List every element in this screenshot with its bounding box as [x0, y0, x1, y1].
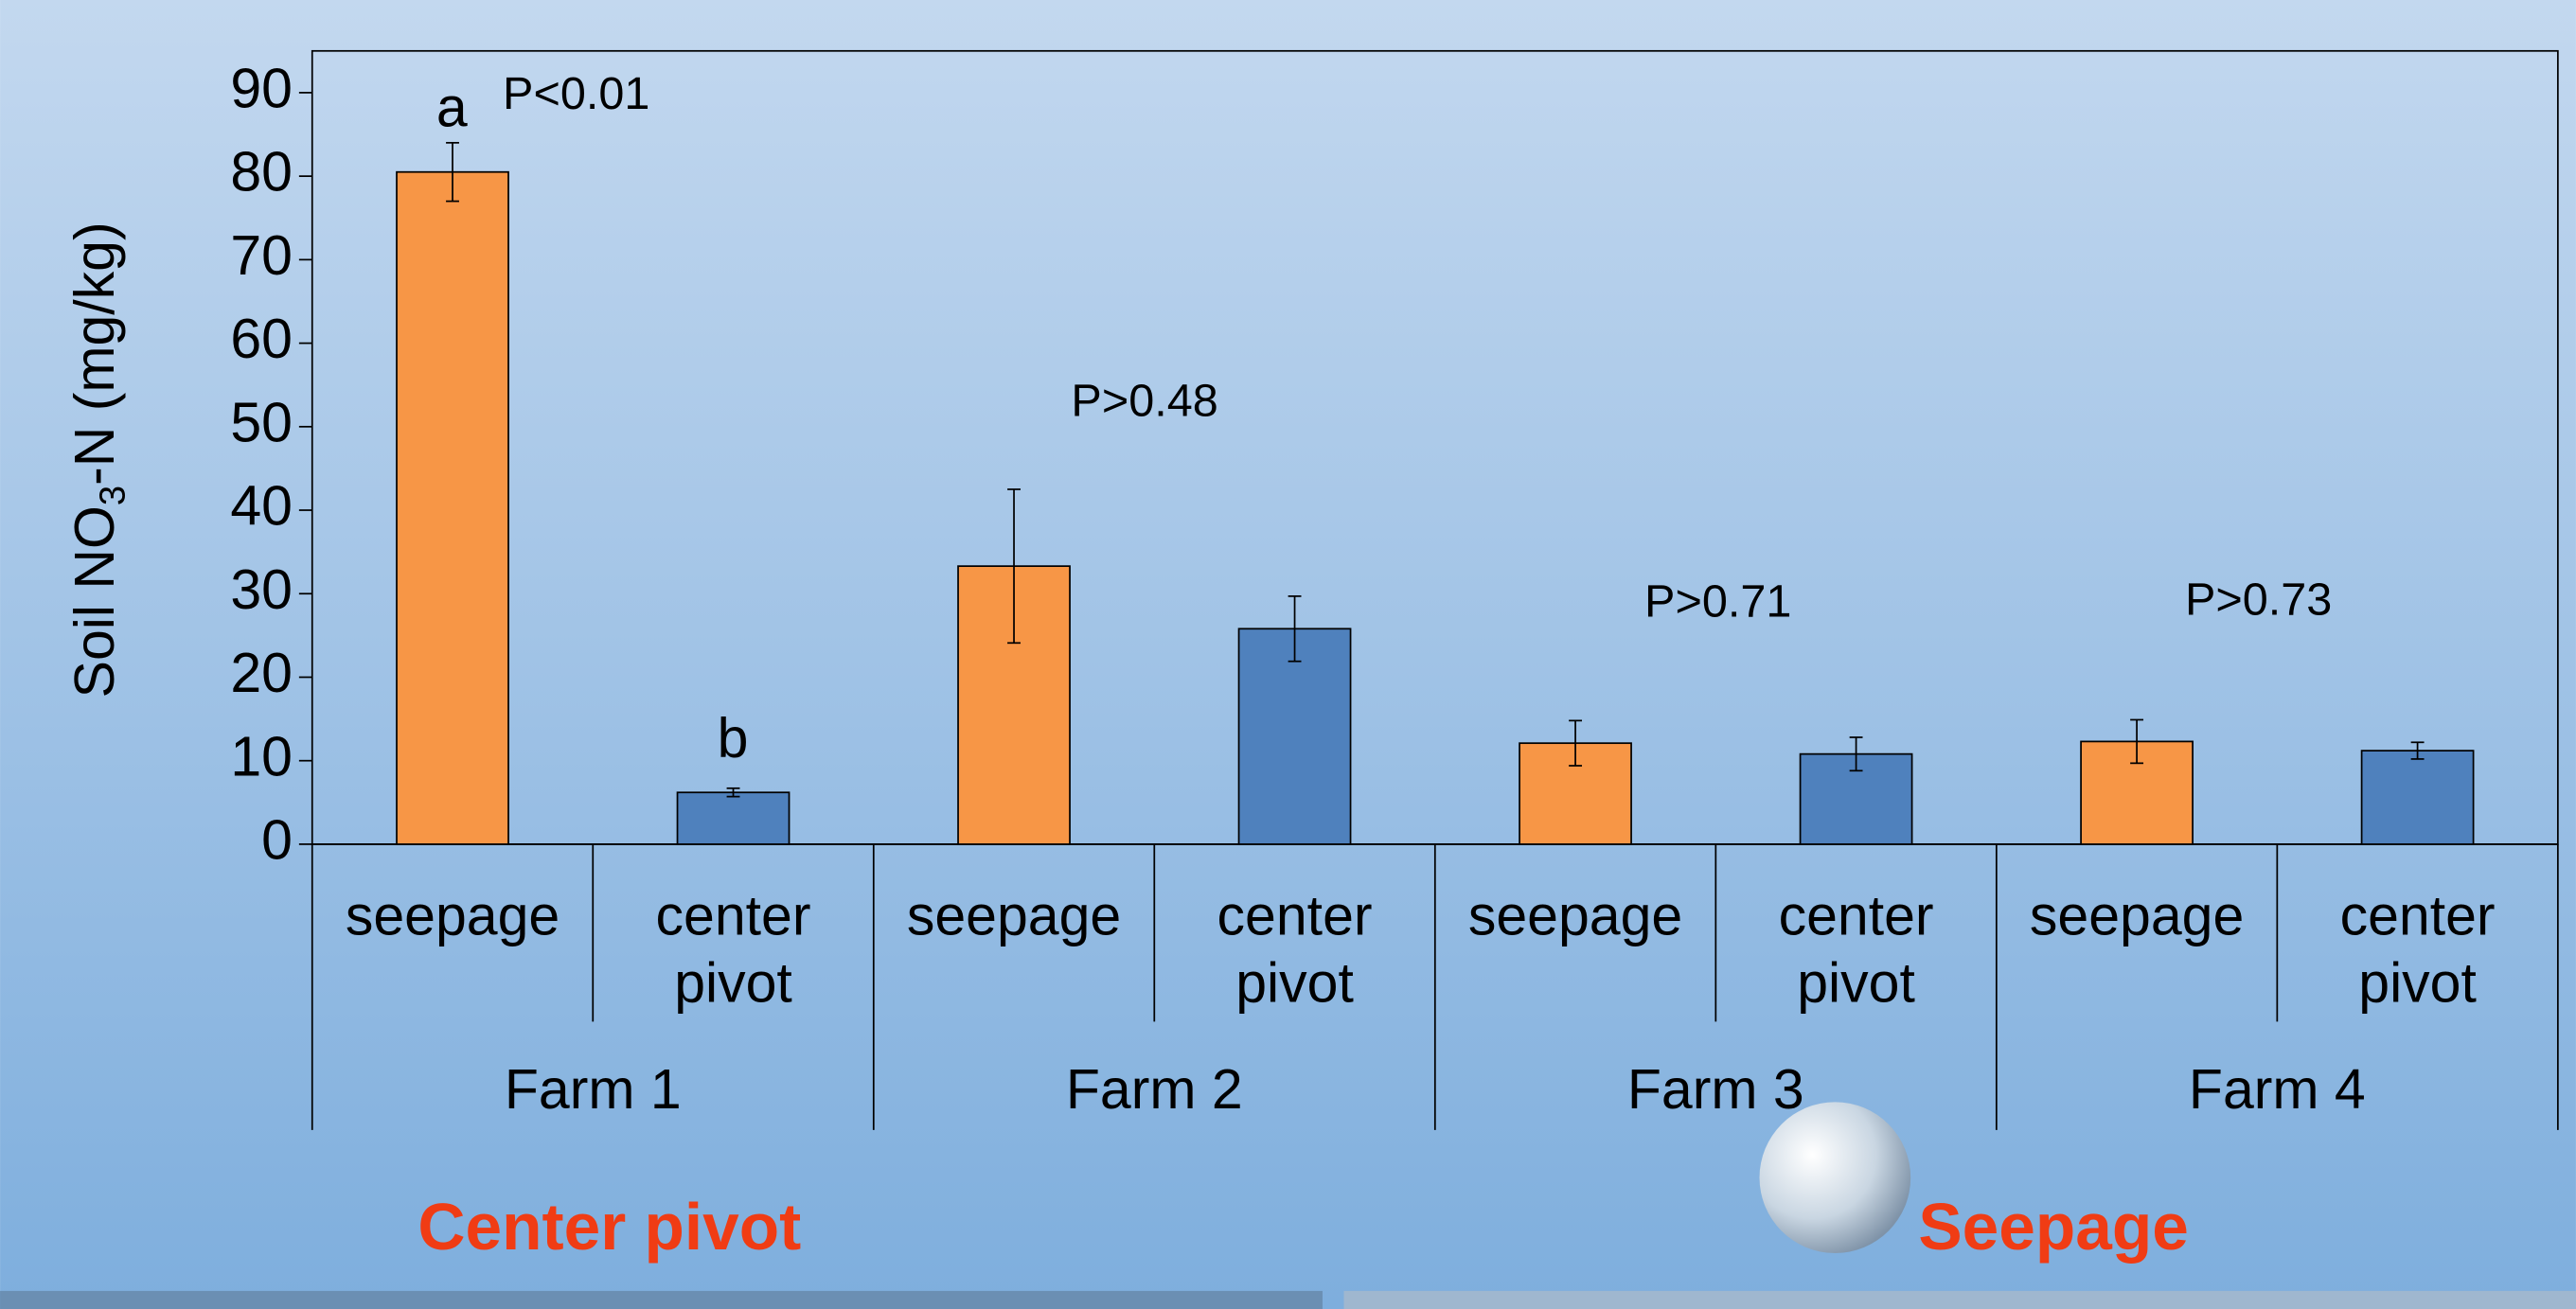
x-tick-label: seepage — [2029, 885, 2245, 948]
y-tick-label: 30 — [230, 558, 293, 621]
annotation: P>0.71 — [1644, 575, 1791, 627]
x-tick-label: seepage — [345, 885, 560, 948]
group-label: Farm 3 — [1627, 1058, 1804, 1121]
water-drop — [1759, 1102, 1911, 1254]
y-tick-label: 60 — [230, 308, 293, 370]
x-label-box: seepage — [345, 885, 560, 948]
y-label-part: Soil NO — [63, 505, 126, 698]
bar — [676, 791, 791, 845]
caption: Seepage — [1918, 1190, 2189, 1264]
annotation: b — [718, 707, 749, 769]
x-tick-label: center pivot — [1217, 885, 1373, 1016]
y-tick-label: 40 — [230, 475, 293, 538]
y-label-subscript: 3 — [93, 486, 133, 505]
caption: Center pivot — [417, 1190, 801, 1264]
y-tick-label: 0 — [261, 809, 293, 872]
group-label: Farm 4 — [2189, 1058, 2366, 1121]
x-label-box: seepage — [1467, 885, 1683, 948]
x-label-box: center pivot — [1778, 885, 1934, 1016]
photo-strip — [1343, 1290, 2576, 1309]
x-tick-label: center pivot — [1778, 885, 1934, 1016]
annotation: P<0.01 — [503, 68, 649, 119]
bar — [2360, 750, 2475, 845]
x-label-box: center pivot — [655, 885, 811, 1016]
group-label: Farm 1 — [505, 1058, 682, 1121]
x-label-box: seepage — [906, 885, 1122, 948]
photo-strip — [0, 1290, 1323, 1309]
x-tick-label: center pivot — [2339, 885, 2496, 1016]
annotation: P>0.48 — [1071, 376, 1217, 427]
x-tick-label: center pivot — [655, 885, 811, 1016]
y-tick-label: 90 — [230, 57, 293, 119]
x-label-box: seepage — [2029, 885, 2245, 948]
x-tick-label: seepage — [1467, 885, 1683, 948]
y-axis-label: Soil NO3-N (mg/kg) — [63, 221, 133, 698]
x-tick-label: seepage — [906, 885, 1122, 948]
x-label-box: center pivot — [1217, 885, 1373, 1016]
y-tick-label: 50 — [230, 391, 293, 453]
y-tick-label: 70 — [230, 224, 293, 287]
x-label-box: center pivot — [2339, 885, 2496, 1016]
annotation: a — [436, 77, 468, 139]
y-tick-label: 20 — [230, 642, 293, 704]
annotation: P>0.73 — [2185, 575, 2332, 626]
bar — [396, 170, 509, 845]
group-label: Farm 2 — [1066, 1058, 1243, 1121]
y-label-part: -N (mg/kg) — [63, 221, 126, 486]
y-tick-label: 80 — [230, 141, 293, 203]
y-tick-label: 10 — [230, 725, 293, 787]
